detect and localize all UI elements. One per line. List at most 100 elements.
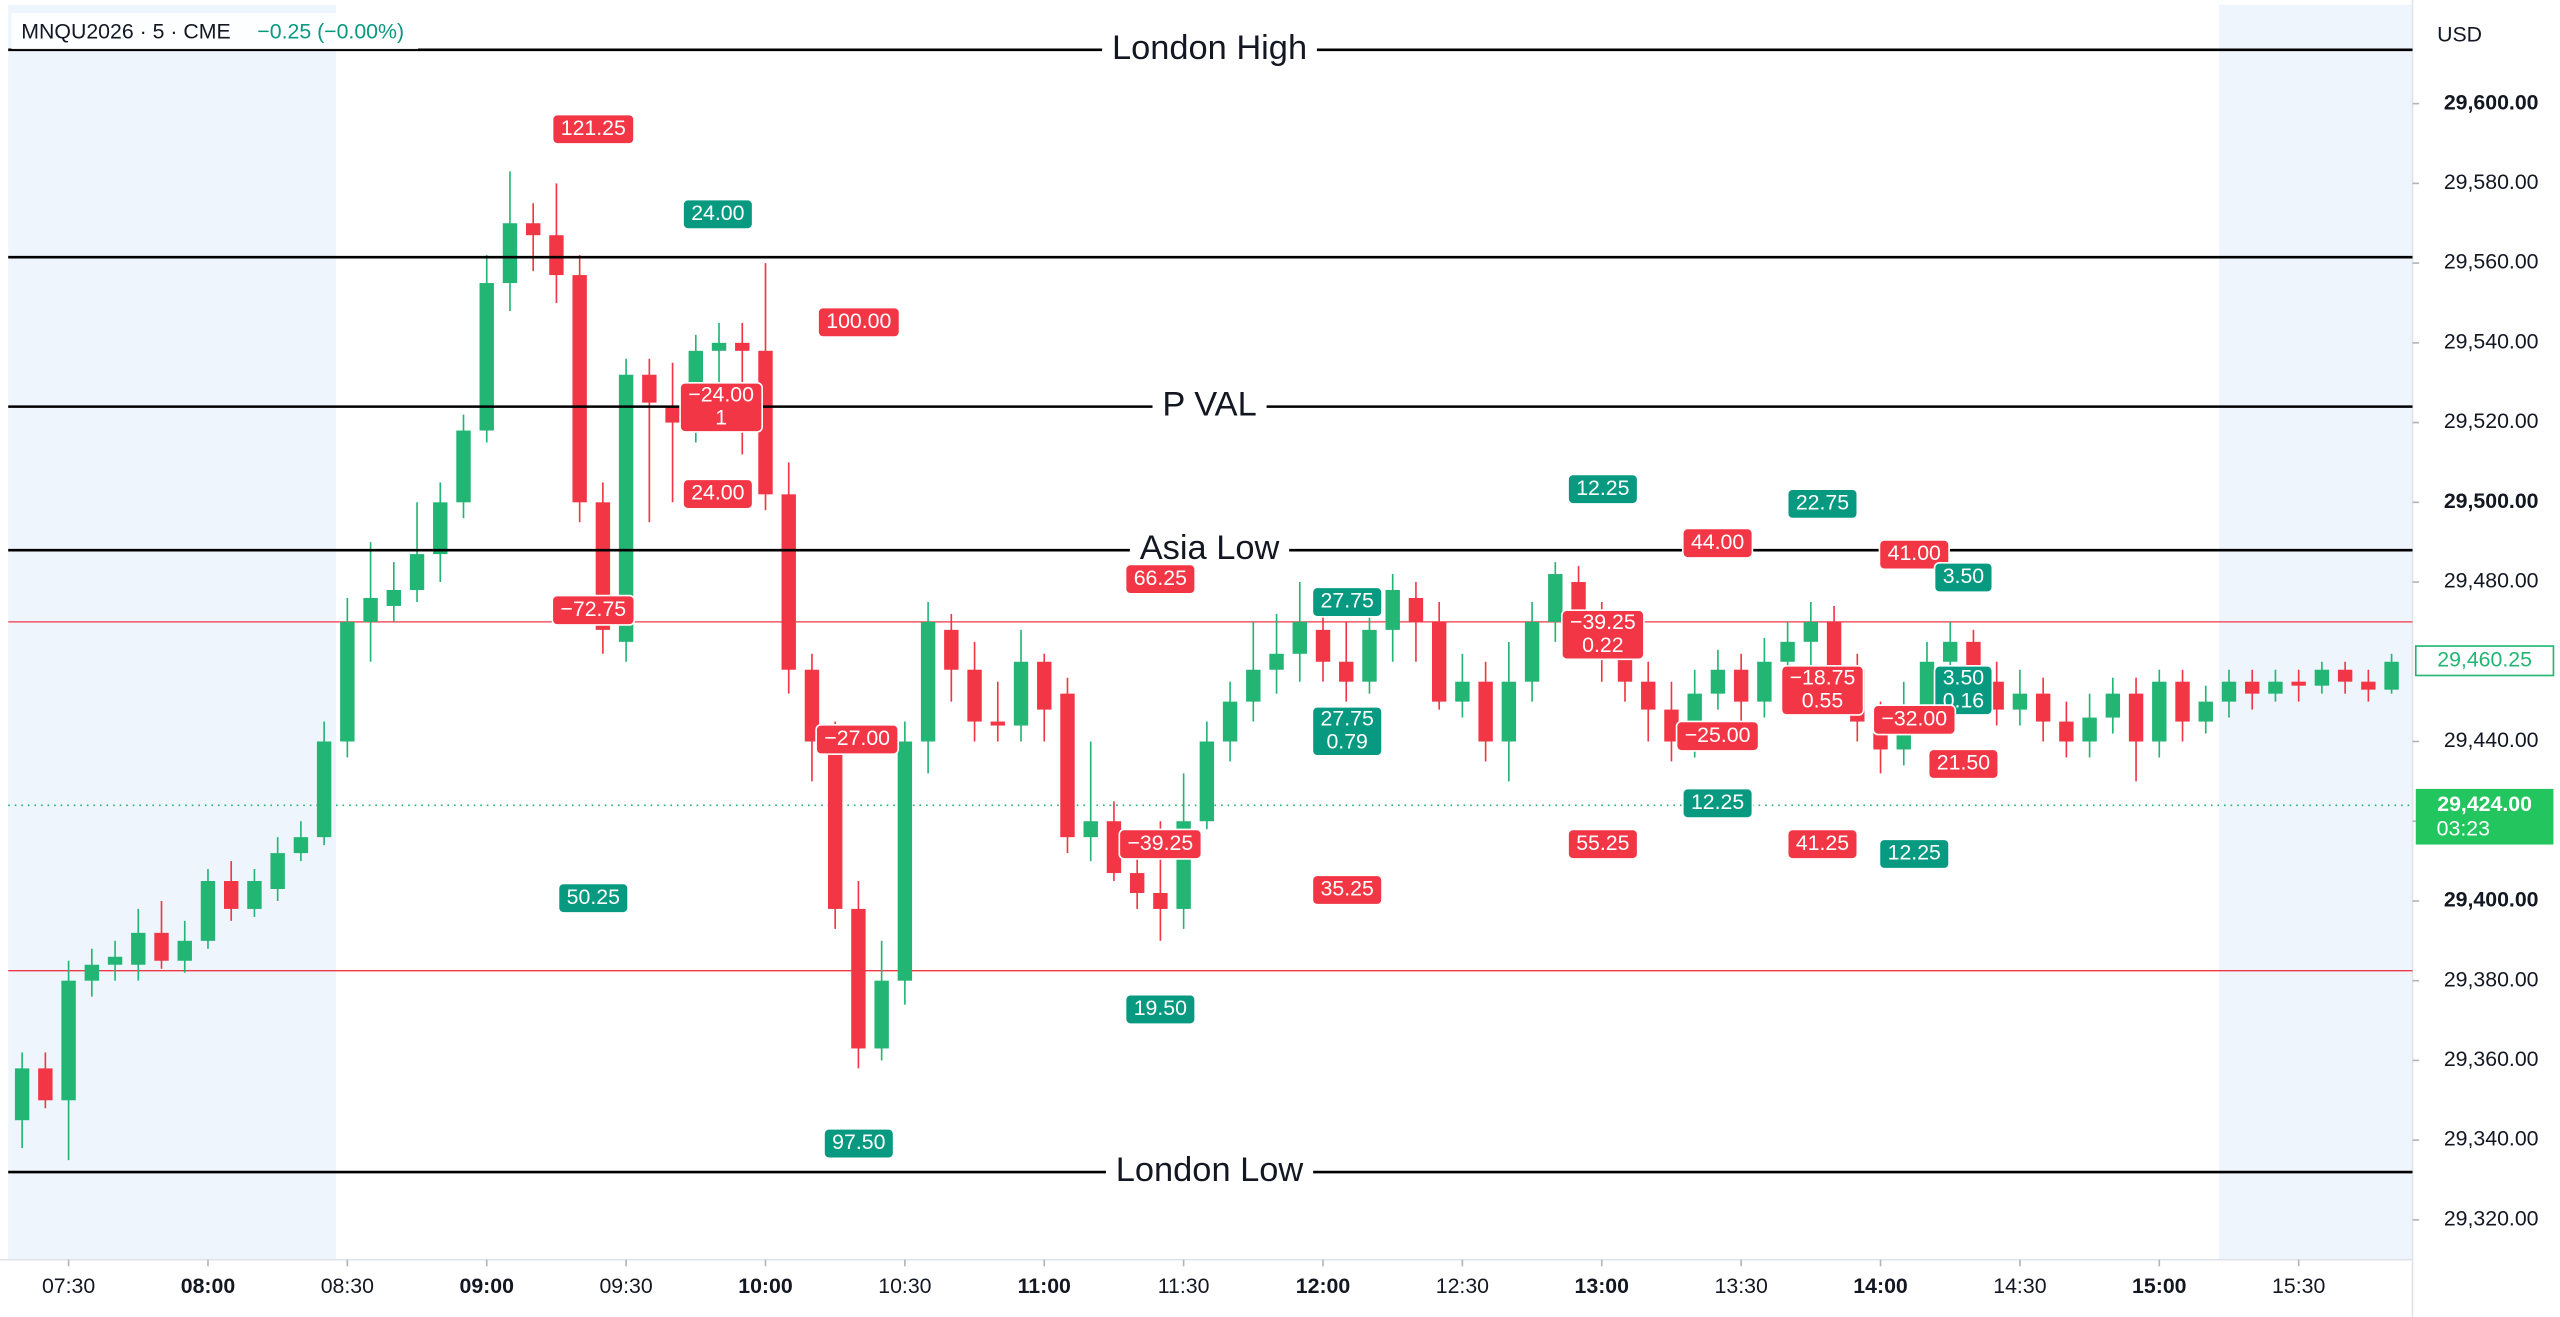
trade-label: 100.00	[826, 309, 891, 333]
y-tick-label: 29,560.00	[2444, 250, 2539, 274]
trade-label-bg	[679, 382, 763, 433]
candle-body	[38, 1068, 53, 1101]
trade-label: 55.25	[1576, 831, 1629, 855]
candle-body	[2082, 717, 2097, 742]
trade-label-bg	[557, 882, 629, 914]
trade-label: 3.50	[1943, 564, 1984, 588]
trade-label-bg	[1681, 787, 1754, 819]
x-tick-label: 15:00	[2132, 1274, 2186, 1298]
x-tick-label: 09:30	[599, 1274, 652, 1298]
trade-label-bg	[1872, 704, 1957, 736]
candle-body	[920, 621, 936, 742]
level-label: Asia Low	[1140, 529, 1280, 567]
trade-label-bg	[1780, 665, 1865, 716]
candle-body	[1943, 641, 1958, 662]
candle-body	[2314, 669, 2330, 686]
candle-body	[200, 881, 216, 941]
candle-body	[1129, 873, 1145, 893]
trade-label-bg	[815, 723, 900, 756]
candle-body	[293, 837, 309, 854]
candle-body	[2384, 661, 2399, 690]
candle-body	[131, 932, 146, 965]
candle-body	[1617, 653, 1633, 682]
candle-body	[247, 881, 262, 909]
price-label: 29,460.25	[2437, 647, 2532, 671]
candle-body	[642, 374, 657, 403]
trade-label-sub: 0.55	[1802, 688, 1843, 712]
y-tick-label: 29,340.00	[2444, 1127, 2539, 1151]
candle-body	[107, 956, 123, 965]
candle-body	[1246, 669, 1261, 702]
candle-body	[618, 374, 634, 642]
candle-body	[851, 908, 866, 1049]
trade-label: 19.50	[1134, 996, 1187, 1020]
trade-label: 24.00	[691, 481, 744, 505]
session-bg	[8, 4, 336, 1260]
y-tick-label: 29,580.00	[2444, 170, 2539, 194]
candle-body	[1060, 693, 1075, 838]
trade-label: 21.50	[1937, 751, 1990, 775]
trade-label: 24.00	[691, 201, 744, 225]
candle-body	[340, 621, 355, 742]
level-label-bg	[1152, 388, 1267, 425]
y-tick-label: 29,360.00	[2444, 1047, 2539, 1071]
candle-body	[1385, 590, 1400, 630]
currency: USD	[2437, 23, 2482, 47]
trade-label-bg	[1567, 828, 1639, 860]
candle-body	[1641, 681, 1656, 710]
plot: London High P VAL Asia Low London Low 121.25…	[8, 29, 2413, 1191]
change: −0.25 (−0.00%)	[257, 19, 404, 43]
trade-label-bg	[1878, 539, 1950, 571]
trade-label-bg	[1786, 828, 1859, 860]
x-tick-label: 10:00	[738, 1274, 792, 1298]
candle-body	[1431, 621, 1447, 702]
x-tick-label: 08:30	[321, 1274, 374, 1298]
candle-body	[1919, 661, 1935, 710]
x-tick-label: 13:30	[1715, 1274, 1768, 1298]
candle-body	[1408, 597, 1424, 622]
trade-label-bg	[1118, 828, 1203, 860]
candle-body	[874, 980, 889, 1049]
x-tick-label: 10:30	[878, 1274, 931, 1298]
candle-body	[2198, 701, 2213, 722]
x-tick-label: 09:00	[460, 1274, 514, 1298]
x-tick-label: 15:30	[2272, 1274, 2325, 1298]
trade-label: 3.50	[1943, 666, 1984, 690]
y-tick-label: 29,600.00	[2444, 90, 2539, 114]
trade-label-bg	[1675, 720, 1760, 752]
candle-body	[1548, 574, 1563, 622]
y-tick-label: 29,440.00	[2444, 728, 2539, 752]
candle-body	[433, 502, 448, 555]
price-label-box	[2414, 645, 2555, 677]
x-tick-label: 13:00	[1575, 1274, 1629, 1298]
candle-body	[665, 406, 680, 423]
symbol: MNQU2026 · 5 · CME	[21, 19, 230, 43]
candle-body	[549, 235, 564, 276]
trade-label: 44.00	[1691, 530, 1744, 554]
trade-label-sub: 1	[715, 405, 727, 429]
x-tick-label: 11:30	[1158, 1274, 1210, 1298]
trade-label-bg	[1933, 561, 1994, 594]
candle-body	[1269, 653, 1284, 670]
trade-label: −27.00	[824, 726, 890, 750]
candle-body	[2059, 721, 2074, 742]
y-tick-label: 29,320.00	[2444, 1207, 2539, 1231]
trade-label: 35.25	[1321, 877, 1374, 901]
candle-body	[224, 881, 239, 909]
candle-body	[2245, 681, 2260, 694]
candle-body	[2152, 681, 2167, 742]
trade-label-bg	[1681, 527, 1754, 559]
candle-body	[1803, 621, 1819, 642]
trade-label-bg	[1786, 488, 1859, 520]
trade-label-bg	[1311, 705, 1383, 757]
trade-label: 66.25	[1134, 566, 1187, 590]
trade-label-bg	[1124, 563, 1197, 595]
candle-body	[2035, 693, 2051, 722]
candle-body	[2221, 681, 2237, 702]
level-label-bg	[1102, 31, 1317, 68]
candle-body	[711, 342, 727, 351]
candle-body	[154, 932, 169, 961]
candle-body	[1222, 701, 1238, 742]
candle-body	[1106, 821, 1122, 874]
trade-label-bg	[551, 594, 636, 626]
